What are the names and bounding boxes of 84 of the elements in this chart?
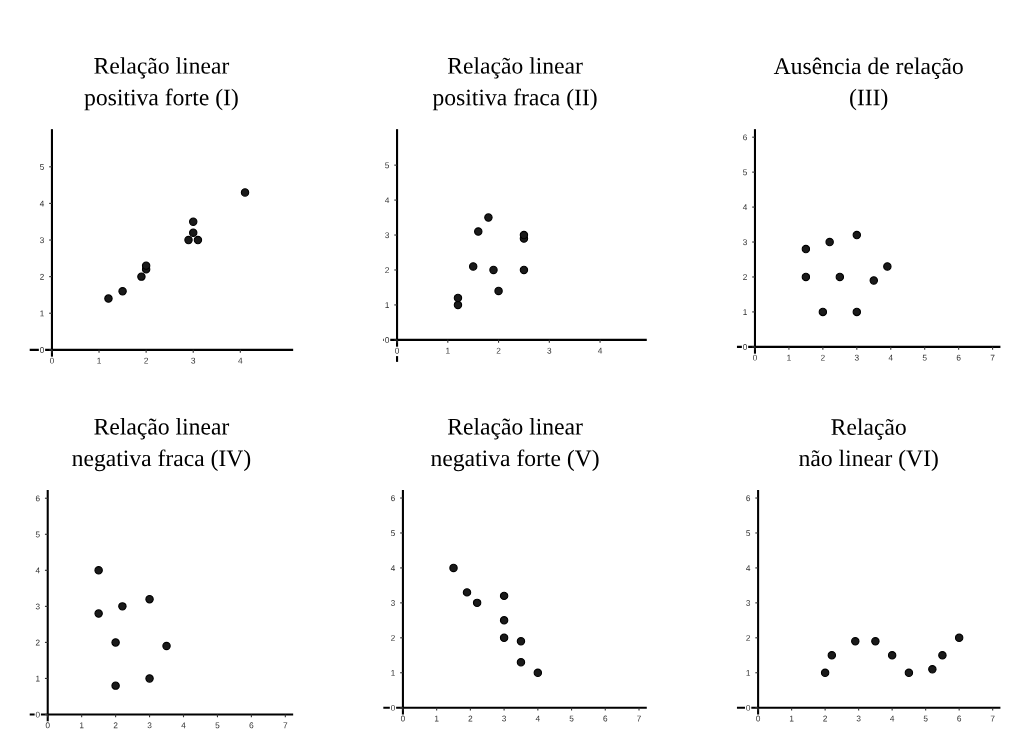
x-tick-label: 3 [547, 347, 552, 354]
x-tick-label: 5 [569, 715, 574, 722]
x-tick-label: 4 [238, 357, 243, 364]
y-tick-label: 1 [40, 310, 44, 317]
y-tick-label: 5 [385, 162, 390, 169]
x-tick-label: 3 [502, 715, 507, 722]
x-tick-label: 2 [820, 354, 825, 361]
y-tick-label: 0 [385, 337, 390, 343]
x-tick-label: 2 [144, 357, 149, 364]
x-tick-label: 1 [789, 715, 794, 722]
y-tick-label: 3 [743, 239, 747, 246]
chart-title: Relação linear negativa forte (V) [431, 418, 599, 472]
y-tick-label: 6 [746, 495, 751, 502]
y-tick-label: 0 [390, 704, 395, 711]
x-tick-label: 5 [922, 354, 927, 361]
y-tick-label: 4 [746, 565, 751, 571]
x-tick-label: 4 [535, 715, 540, 722]
chart-title: Relação não linear (VI) [799, 418, 938, 472]
x-tick-label: 6 [956, 354, 961, 361]
x-tick-label: 5 [215, 722, 220, 729]
y-tick-label: 3 [746, 600, 751, 606]
y-tick-label: 0 [746, 704, 751, 711]
x-tick-label: 0 [45, 722, 50, 729]
x-tick-label: 1 [787, 354, 791, 361]
chart-title: Relação linear negativa fraca (IV) [72, 418, 251, 472]
y-tick-label: 4 [39, 200, 45, 207]
x-tick-label: 4 [890, 715, 895, 722]
x-tick-label: 4 [597, 347, 603, 354]
y-tick-label: 6 [35, 495, 40, 502]
y-tick-label: 1 [385, 302, 390, 308]
x-tick-label: 1 [97, 357, 101, 364]
y-tick-label: 1 [743, 309, 747, 315]
y-tick-label: 2 [35, 639, 40, 646]
x-tick-label: 0 [49, 357, 54, 364]
x-tick-label: 6 [957, 715, 962, 722]
y-tick-label: 1 [391, 670, 395, 676]
y-tick-label: 5 [35, 531, 40, 538]
x-tick-label: 1 [434, 715, 439, 722]
y-tick-label: 4 [384, 197, 390, 204]
x-tick-label: 7 [990, 354, 995, 361]
x-tick-label: 3 [856, 715, 861, 722]
y-tick-label: 5 [743, 169, 747, 176]
chart-title: Relação linear positiva forte (I) [84, 57, 238, 111]
x-tick-label: 2 [468, 715, 473, 722]
y-tick-label: 3 [39, 237, 44, 244]
y-tick-label: 3 [385, 232, 390, 239]
x-tick-label: 2 [823, 715, 828, 722]
y-tick-label: 1 [36, 675, 40, 682]
x-tick-label: 3 [147, 722, 152, 729]
x-tick-label: 7 [283, 722, 288, 729]
x-tick-label: 3 [191, 357, 196, 364]
x-tick-label: 3 [854, 354, 859, 361]
y-tick-label: 2 [385, 267, 390, 273]
y-tick-label: 3 [35, 603, 40, 610]
y-tick-label: 3 [390, 600, 395, 606]
y-tick-label: 2 [743, 274, 747, 280]
x-tick-label: 2 [496, 347, 501, 354]
x-tick-label: 2 [113, 722, 118, 729]
y-tick-label: 2 [40, 273, 44, 280]
y-tick-label: 4 [742, 204, 748, 211]
x-tick-label: 4 [888, 354, 893, 361]
x-tick-label: 4 [181, 722, 186, 729]
y-tick-label: 5 [390, 530, 395, 537]
y-tick-label: 6 [391, 495, 395, 502]
y-tick-label: 5 [746, 530, 751, 537]
chart-title: Relação linear positiva fraca (II) [432, 57, 597, 111]
x-tick-label: 7 [637, 715, 641, 722]
y-tick-label: 5 [40, 164, 44, 170]
y-tick-label: 2 [391, 635, 395, 641]
y-tick-label: 1 [746, 670, 751, 676]
x-tick-label: 5 [923, 715, 928, 722]
y-tick-label: 2 [746, 635, 751, 641]
y-tick-label: 6 [743, 134, 747, 141]
x-tick-label: 0 [756, 715, 761, 722]
x-tick-label: 1 [446, 347, 450, 354]
chart-title: Ausência de relação (III) [773, 57, 963, 111]
y-tick-label: 4 [35, 567, 40, 574]
x-tick-label: 0 [752, 354, 757, 361]
x-tick-label: 0 [400, 715, 405, 722]
x-tick-label: 7 [990, 715, 995, 722]
x-tick-label: 6 [249, 722, 254, 729]
y-tick-label: 4 [390, 565, 396, 571]
x-tick-label: 6 [603, 715, 608, 722]
x-tick-label: 1 [79, 722, 84, 729]
